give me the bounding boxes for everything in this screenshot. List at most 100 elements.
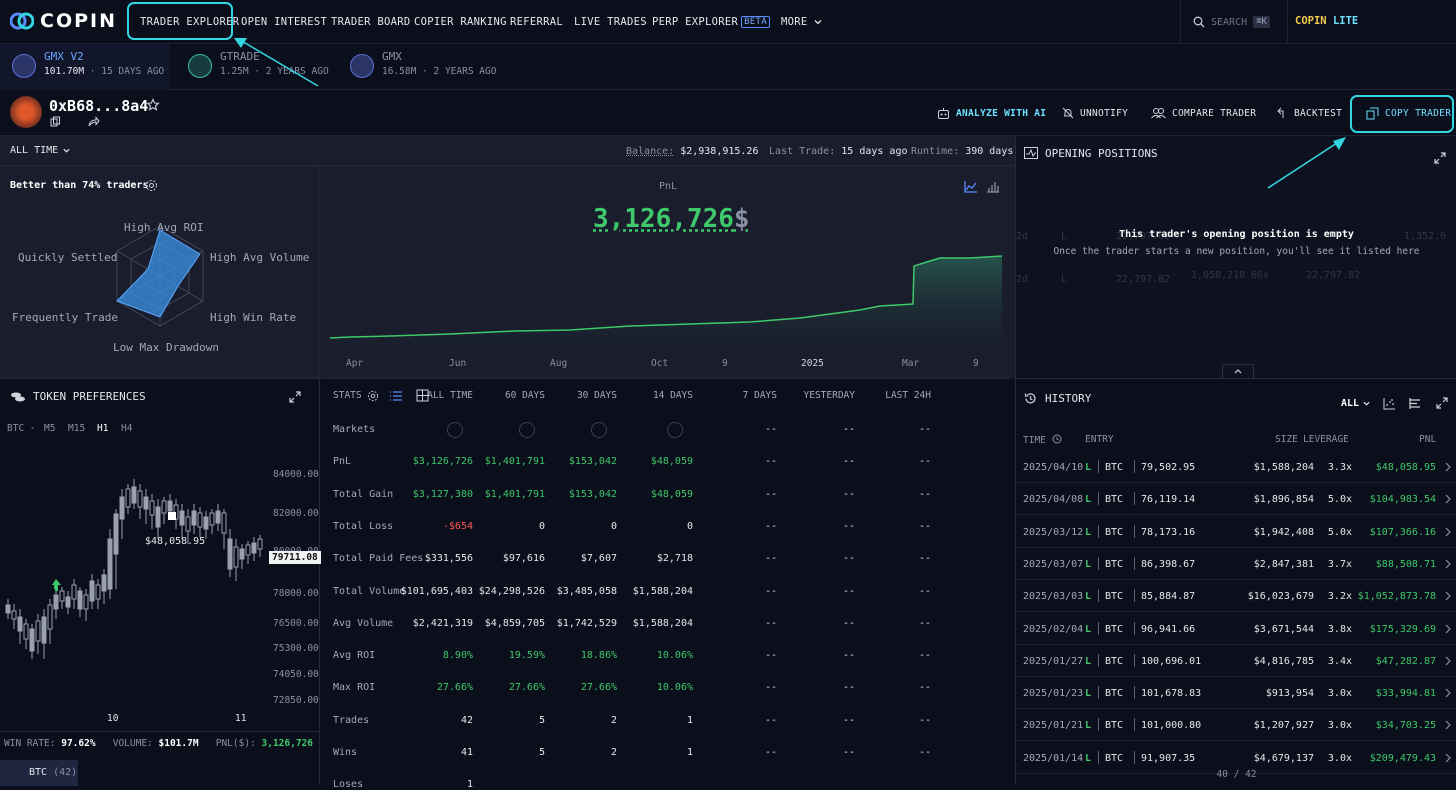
- trader-address[interactable]: 0xB68...8a4: [49, 97, 149, 115]
- protocol-gmx[interactable]: GMX 16.58M · 2 YEARS AGO: [350, 50, 496, 78]
- time-range-select[interactable]: ALL TIME: [10, 145, 71, 156]
- pnl-line: [330, 255, 1003, 339]
- stats-cell: 1: [686, 714, 693, 726]
- history-row[interactable]: 2025/04/08 L BTC 76,119.14 $1,896,854 5.0x $10…: [1016, 483, 1456, 516]
- nav-perp-explorer[interactable]: PERP EXPLORER BETA: [652, 0, 770, 44]
- stats-cell: $153,042: [568, 456, 617, 468]
- opening-title: OPENING POSITIONS: [1045, 147, 1158, 160]
- stats-cell: --: [842, 714, 855, 726]
- bar-chart-icon[interactable]: [986, 180, 1000, 193]
- grid-view-icon[interactable]: [416, 389, 429, 402]
- gear-icon[interactable]: [145, 179, 158, 192]
- nav-trader-board[interactable]: TRADER BOARD: [331, 0, 410, 44]
- timeframe-h4[interactable]: H4: [121, 423, 133, 434]
- expand-icon[interactable]: [1434, 152, 1446, 164]
- token-preferences-panel: TOKEN PREFERENCES BTC - M5 M15 H1 H4 L $…: [0, 378, 321, 786]
- unnotify-button[interactable]: UNNOTIFY: [1062, 90, 1128, 136]
- history-size: $3,671,544: [1253, 623, 1314, 635]
- stats-column-header[interactable]: YESTERDAY: [803, 390, 855, 401]
- history-row[interactable]: 2025/01/14 L BTC 91,907.35 $4,679,137 3.0x $20…: [1016, 742, 1456, 774]
- token-tab-btc[interactable]: BTC (42): [0, 760, 78, 786]
- analytics-panel: ALL TIME Balance: $2,938,915.26 Last Tra…: [0, 136, 1015, 378]
- copin-lite-link[interactable]: COPIN LITE: [1295, 15, 1358, 27]
- history-token: BTC: [1105, 752, 1124, 764]
- stats-row-label: Wins: [333, 747, 358, 758]
- search-button[interactable]: SEARCH ⌘K: [1180, 0, 1288, 44]
- expand-icon[interactable]: [1436, 397, 1448, 409]
- action-label: COMPARE TRADER: [1172, 107, 1257, 119]
- share-icon[interactable]: [88, 116, 100, 127]
- history-row[interactable]: 2025/02/04 L BTC 96,941.66 $3,671,544 3.8x $17…: [1016, 613, 1456, 645]
- stats-column-header[interactable]: 7 DAYS: [742, 390, 777, 401]
- chevron-right-icon: [1445, 720, 1451, 730]
- stats-cell: $48,059: [650, 488, 693, 500]
- copin-logo[interactable]: COPIN: [10, 10, 117, 32]
- action-label: UNNOTIFY: [1080, 107, 1129, 119]
- nav-copier-ranking[interactable]: COPIER RANKING: [414, 0, 507, 44]
- stats-cell: 27.66%: [580, 682, 617, 694]
- separator: [1134, 686, 1135, 700]
- history-lev: 3.7x: [1327, 558, 1352, 570]
- nav-open-interest[interactable]: OPEN INTEREST: [241, 0, 327, 44]
- backtest-button[interactable]: BACKTEST: [1277, 90, 1342, 136]
- stats-cell: --: [764, 617, 777, 629]
- scatter-chart-icon[interactable]: [1383, 397, 1396, 410]
- analyze-ai-button[interactable]: ANALYZE WITH AI: [937, 90, 1046, 136]
- history-entry: 101,678.83: [1141, 688, 1202, 700]
- gmx-v2-icon: [12, 54, 36, 78]
- separator: [1098, 653, 1099, 667]
- collapse-toggle[interactable]: [1222, 364, 1254, 378]
- history-row[interactable]: 2025/01/21 L BTC 101,000.80 $1,207,927 3.0x $3…: [1016, 709, 1456, 742]
- stats-cell: --: [918, 650, 931, 662]
- x-tick: Aug: [550, 358, 568, 369]
- stats-column-header[interactable]: ALL TIME: [427, 390, 473, 401]
- history-header-time[interactable]: TIME: [1023, 434, 1062, 446]
- history-row[interactable]: 2025/01/27 L BTC 100,696.01 $4,816,785 3.4x $4…: [1016, 645, 1456, 677]
- copy-address-icon[interactable]: [50, 116, 61, 127]
- price-tick: 75300.00: [273, 643, 319, 654]
- runtime-label: Runtime:: [911, 146, 960, 157]
- nav-more[interactable]: MORE: [781, 0, 823, 44]
- users-icon: [1151, 108, 1166, 119]
- history-side: L: [1085, 558, 1092, 570]
- nav-referral[interactable]: REFERRAL: [510, 0, 563, 44]
- history-lev: 3.4x: [1327, 655, 1352, 667]
- copy-trader-button[interactable]: COPY TRADER: [1366, 90, 1451, 136]
- empty-message: This trader's opening position is empty: [1119, 229, 1354, 240]
- stats-cell: --: [842, 488, 855, 500]
- stats-column-header[interactable]: 14 DAYS: [652, 390, 693, 401]
- layout-icon[interactable]: [1409, 397, 1422, 410]
- timeframe-m15[interactable]: M15: [68, 423, 86, 434]
- history-row[interactable]: 2025/04/10 L BTC 79,502.95 $1,588,204 3.3x $48…: [1016, 451, 1456, 483]
- protocol-gtrade[interactable]: GTRADE 1.25M · 2 YEARS AGO: [188, 50, 329, 78]
- history-row[interactable]: 2025/03/07 L BTC 86,398.67 $2,847,381 3.7x $88…: [1016, 548, 1456, 580]
- pnl-number: 3,126,726: [593, 204, 734, 234]
- stats-column-header[interactable]: LAST 24H: [885, 390, 931, 401]
- line-chart-icon[interactable]: [964, 180, 978, 193]
- timeframe-h1[interactable]: H1: [97, 423, 109, 434]
- history-entry: 101,000.80: [1141, 720, 1202, 732]
- x-tick: 2025: [801, 358, 824, 369]
- history-time: 2025/03/03: [1023, 591, 1084, 603]
- history-filter-select[interactable]: ALL: [1341, 398, 1371, 409]
- candlestick-chart[interactable]: [0, 469, 268, 709]
- list-view-icon[interactable]: [389, 390, 403, 402]
- volume-label: VOLUME:: [112, 738, 153, 749]
- history-row[interactable]: 2025/03/03 L BTC 85,884.87 $16,023,679 3.2x $1…: [1016, 580, 1456, 613]
- stats-column-header[interactable]: 60 DAYS: [504, 390, 545, 401]
- protocol-gmx-v2[interactable]: GMX V2 101.70M · 15 DAYS AGO: [12, 50, 164, 78]
- compare-trader-button[interactable]: COMPARE TRADER: [1151, 90, 1256, 136]
- activity-icon: [1024, 147, 1038, 159]
- gear-icon[interactable]: [367, 390, 379, 402]
- stats-cell: 0: [610, 520, 617, 532]
- history-row[interactable]: 2025/03/12 L BTC 78,173.16 $1,942,408 5.0x $10…: [1016, 516, 1456, 548]
- expand-icon[interactable]: [289, 391, 301, 403]
- separator: [1098, 524, 1099, 538]
- nav-live-trades[interactable]: LIVE TRADES: [574, 0, 647, 44]
- stats-column-header[interactable]: 30 DAYS: [576, 390, 617, 401]
- timeframe-m5[interactable]: M5: [44, 423, 56, 434]
- history-row[interactable]: 2025/01/23 L BTC 101,678.83 $913,954 3.0x $33,…: [1016, 677, 1456, 710]
- symbol-select[interactable]: BTC -: [7, 423, 36, 434]
- star-icon[interactable]: [146, 98, 160, 112]
- nav-trader-explorer[interactable]: TRADER EXPLORER: [140, 0, 239, 44]
